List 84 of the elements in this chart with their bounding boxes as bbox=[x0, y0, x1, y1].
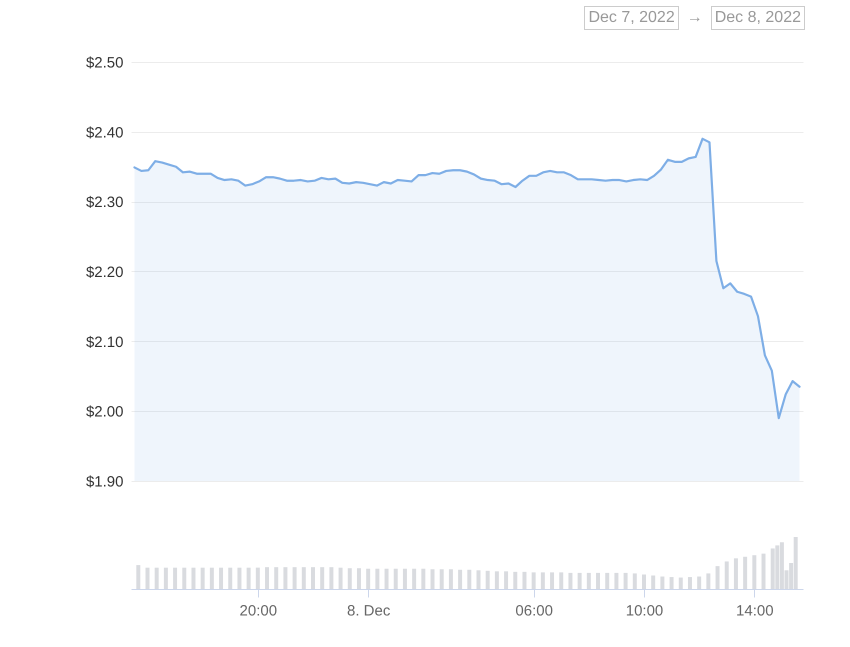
bar bbox=[467, 570, 472, 589]
x-tick-label: 06:00 bbox=[515, 602, 553, 620]
bar bbox=[504, 571, 508, 589]
bar bbox=[596, 572, 600, 589]
x-tick-label: 8. Dec bbox=[346, 602, 391, 620]
bar bbox=[688, 577, 692, 589]
bar bbox=[522, 572, 526, 589]
bar bbox=[402, 568, 407, 589]
bar bbox=[532, 572, 536, 589]
bar bbox=[256, 568, 260, 589]
bar bbox=[200, 568, 205, 589]
y-tick-label: $2.00 bbox=[86, 404, 124, 421]
bar bbox=[430, 569, 435, 589]
bar bbox=[329, 567, 334, 589]
bar bbox=[154, 568, 159, 589]
bar bbox=[513, 572, 518, 589]
bar bbox=[632, 573, 637, 589]
bar bbox=[292, 567, 297, 589]
bar bbox=[274, 567, 278, 589]
bar bbox=[494, 571, 499, 589]
bar bbox=[586, 572, 591, 589]
bar bbox=[310, 567, 315, 589]
bar bbox=[375, 568, 380, 589]
bar bbox=[762, 554, 766, 589]
bar bbox=[412, 568, 416, 589]
bar bbox=[366, 568, 370, 589]
bar bbox=[697, 576, 702, 589]
bar bbox=[578, 572, 582, 589]
bar bbox=[182, 568, 186, 589]
y-tick-label: $1.90 bbox=[86, 474, 124, 490]
bar bbox=[394, 568, 398, 589]
bar bbox=[642, 574, 646, 589]
bar bbox=[173, 568, 178, 589]
y-tick-label: $2.10 bbox=[86, 334, 124, 351]
bar bbox=[228, 568, 232, 589]
bar bbox=[448, 569, 453, 589]
x-tick-label: 14:00 bbox=[736, 602, 774, 620]
bar bbox=[550, 572, 554, 589]
bar bbox=[136, 565, 140, 589]
bar bbox=[706, 573, 710, 589]
bar bbox=[605, 572, 610, 589]
bar bbox=[614, 572, 618, 589]
bar bbox=[734, 558, 738, 589]
bar bbox=[356, 568, 361, 589]
bar bbox=[724, 561, 729, 589]
bar bbox=[164, 568, 168, 589]
y-tick-label: $2.40 bbox=[86, 124, 124, 142]
bar bbox=[651, 575, 656, 589]
bar bbox=[246, 568, 251, 589]
bar bbox=[476, 570, 480, 589]
bar bbox=[670, 577, 674, 589]
bar bbox=[486, 570, 490, 589]
bar bbox=[283, 567, 288, 589]
bar bbox=[265, 567, 270, 589]
y-tick-label: $2.50 bbox=[86, 54, 124, 72]
bar bbox=[320, 567, 324, 589]
bar bbox=[145, 568, 150, 589]
bar bbox=[624, 572, 628, 589]
bar bbox=[348, 568, 352, 589]
y-tick-label: $2.30 bbox=[86, 194, 124, 212]
bar bbox=[302, 567, 306, 589]
bar bbox=[752, 555, 756, 589]
text: Dec 8, 2022 bbox=[710, 6, 805, 30]
bar bbox=[568, 572, 572, 589]
bar bbox=[660, 576, 664, 589]
bar bbox=[210, 568, 214, 589]
bar bbox=[559, 572, 564, 589]
bar bbox=[440, 569, 444, 589]
bar bbox=[458, 570, 462, 589]
y-tick-label: $2.20 bbox=[86, 264, 124, 281]
bar bbox=[219, 568, 224, 589]
bar bbox=[743, 556, 748, 589]
text: Dec 7, 2022 bbox=[584, 6, 679, 30]
bar bbox=[716, 566, 720, 589]
bar bbox=[421, 568, 426, 589]
bar bbox=[384, 568, 389, 589]
bar bbox=[540, 572, 545, 589]
bar bbox=[237, 568, 242, 589]
x-tick-label: 20:00 bbox=[240, 602, 278, 620]
text: → bbox=[686, 9, 703, 27]
x-tick-label: 10:00 bbox=[626, 602, 664, 620]
bar bbox=[678, 578, 683, 589]
bar bbox=[191, 568, 196, 589]
bar bbox=[338, 568, 343, 589]
